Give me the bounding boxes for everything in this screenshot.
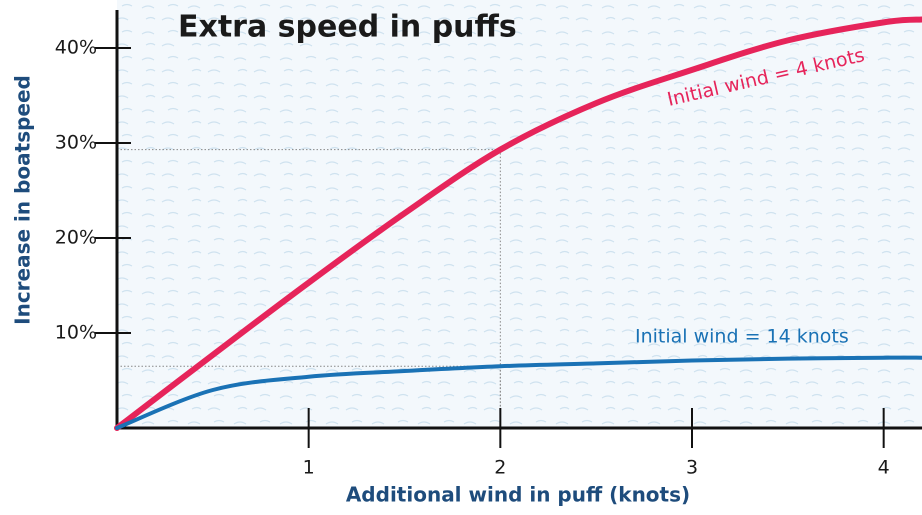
series-label: Initial wind = 14 knots (635, 326, 849, 348)
y-tick-label: 10% (55, 322, 97, 344)
chart: Extra speed in puffs Additional wind in … (0, 0, 922, 515)
x-axis-label: Additional wind in puff (knots) (346, 483, 690, 507)
x-tick-label: 2 (494, 457, 506, 479)
chart-title: Extra speed in puffs (178, 10, 517, 45)
x-tick-label: 4 (878, 457, 890, 479)
y-tick-label: 40% (55, 37, 97, 59)
x-tick-label: 3 (686, 457, 698, 479)
y-axis-label: Increase in boatspeed (11, 75, 35, 325)
y-tick-label: 20% (55, 227, 97, 249)
x-tick-label: 1 (303, 457, 315, 479)
y-tick-label: 30% (55, 132, 97, 154)
